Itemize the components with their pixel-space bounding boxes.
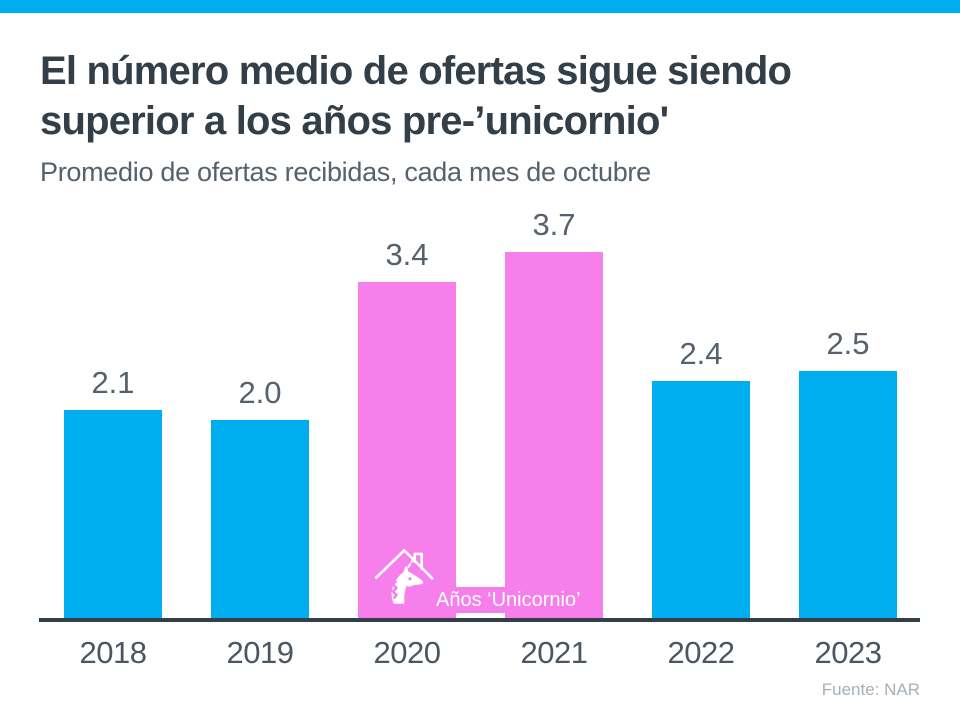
top-accent-bar [0,0,960,13]
page-title: El número medio de ofertas sigue siendo … [40,46,792,146]
chart-subtitle: Promedio de ofertas recibidas, cada mes … [40,157,651,187]
value-label-2021: 3.7 [532,207,576,242]
source-note: Fuente: NAR [821,680,920,699]
title-line-2: superior a los años pre-’unicornio' [40,99,669,143]
value-label-2023: 2.5 [826,326,870,361]
unicorn-house-icon [374,549,434,604]
title-line-1: El número medio de ofertas sigue siendo [40,49,792,93]
x-tick-label-2023: 2023 [814,635,882,670]
x-tick-label-2021: 2021 [520,635,588,670]
unicorn-years-label: Años ‘Unicornio’ [436,589,581,611]
bar-2023 [799,371,897,618]
value-label-2019: 2.0 [238,375,282,410]
x-axis-line [39,618,920,622]
bar-2019 [211,420,309,618]
bar-2018 [64,410,162,618]
bar-2022 [652,381,750,618]
value-label-2022: 2.4 [679,336,723,371]
x-tick-label-2018: 2018 [79,635,147,670]
bar-2021 [505,252,603,618]
x-tick-label-2019: 2019 [226,635,294,670]
value-label-2020: 3.4 [385,237,429,272]
x-tick-label-2020: 2020 [373,635,441,670]
x-tick-label-2022: 2022 [667,635,735,670]
value-label-2018: 2.1 [91,365,135,400]
bar-2020 [358,282,456,618]
unicorn-years-band [455,587,506,613]
